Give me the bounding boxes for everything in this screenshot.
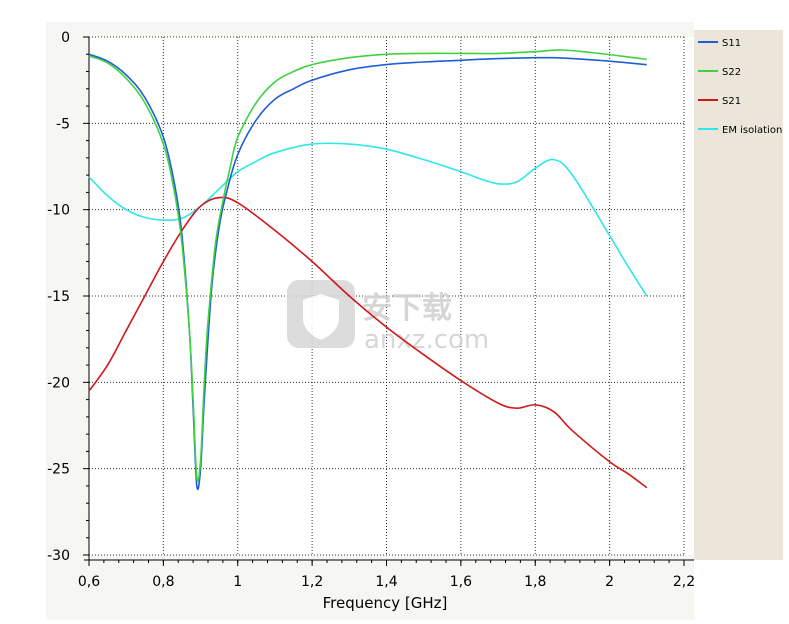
y-tick-label: -30 (47, 548, 70, 564)
x-tick-label: 1,4 (375, 574, 397, 590)
x-tick-label: 2,2 (673, 574, 695, 590)
watermark: 安下载 anxz.com (287, 280, 489, 355)
x-tick-label: 2 (605, 574, 614, 590)
series-lines (88, 49, 648, 491)
series-line-s21 (88, 196, 648, 489)
x-tick-label: 1,8 (524, 574, 546, 590)
series-line-s22 (88, 49, 647, 482)
legend-label: EM isolation (722, 125, 782, 136)
x-tick-label: 0,6 (78, 574, 100, 590)
series-line-s11 (88, 53, 647, 491)
legend-label: S21 (722, 96, 741, 107)
shield-icon (303, 294, 339, 340)
watermark-subtext: anxz.com (364, 325, 489, 355)
legend-label: S22 (722, 67, 741, 78)
x-axis-title: Frequency [GHz] (323, 594, 448, 612)
watermark-text: 安下载 (362, 291, 452, 326)
series-line-em-isolation (88, 142, 648, 297)
y-tick-label: -10 (47, 203, 70, 219)
x-tick-label: 0,8 (152, 574, 174, 590)
x-tick-label: 1 (233, 574, 242, 590)
legend-label: S11 (722, 38, 741, 49)
y-tick-label: 0 (61, 30, 70, 46)
x-tick-label: 1,6 (450, 574, 472, 590)
y-tick-labels: 0 -5 -10 -15 -20 -25 -30 (47, 30, 89, 564)
legend: S11 S22 S21 EM isolation (698, 38, 782, 136)
legend-panel (694, 30, 783, 560)
y-tick-label: -20 (47, 375, 70, 391)
y-tick-label: -25 (47, 462, 70, 478)
y-tick-label: -5 (56, 116, 70, 132)
x-tick-label: 1,2 (301, 574, 323, 590)
y-tick-label: -15 (47, 289, 70, 305)
axes (84, 37, 694, 561)
x-tick-labels: 0,6 0,8 1 1,2 1,4 1,6 1,8 2 2,2 (78, 560, 695, 590)
